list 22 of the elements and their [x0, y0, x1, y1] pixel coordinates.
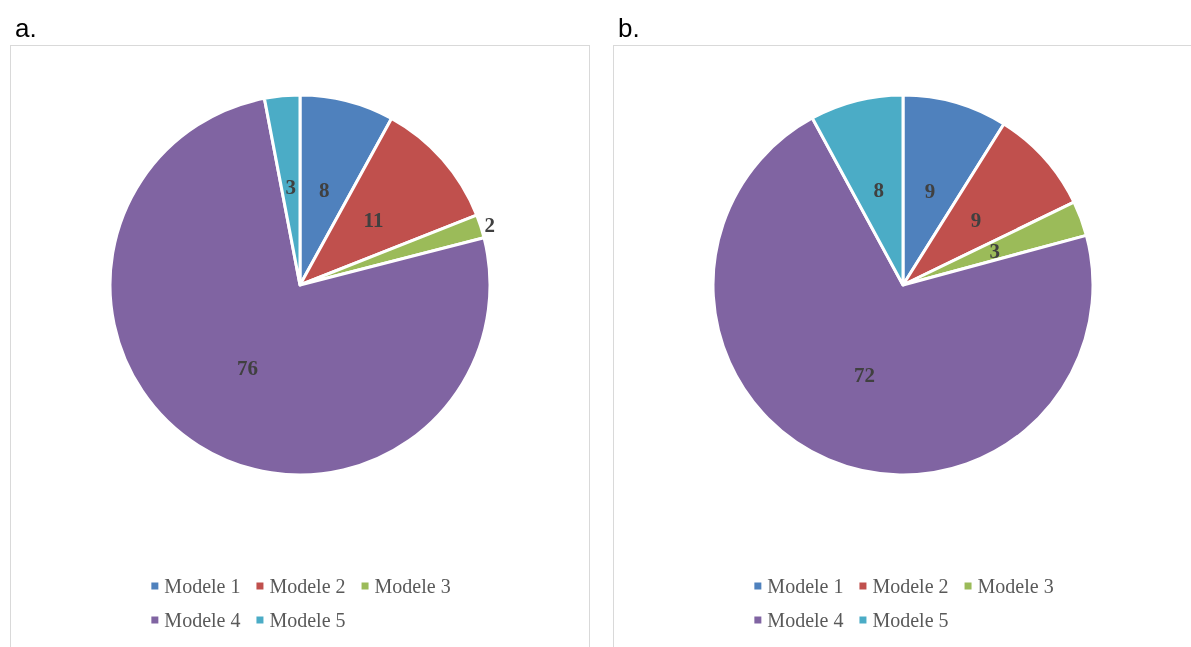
legend-label: Modele 3 — [374, 575, 451, 597]
legend-label: Modele 5 — [269, 609, 346, 631]
legend-label: Modele 2 — [269, 575, 346, 597]
data-label: 8 — [873, 178, 884, 203]
data-label: 8 — [319, 178, 330, 203]
legend-label: Modele 2 — [871, 575, 949, 597]
data-label: 11 — [363, 208, 384, 233]
legend-label: Modele 5 — [871, 609, 949, 631]
chart-title: b. — [617, 13, 640, 43]
data-label: 72 — [853, 363, 875, 388]
chart-title: a. — [15, 13, 37, 43]
legend-label: Modele 4 — [164, 609, 241, 631]
data-label: 3 — [285, 175, 297, 200]
data-label: 2 — [484, 213, 496, 238]
data-label: 76 — [236, 355, 258, 380]
data-label: 9 — [924, 178, 935, 203]
data-label: 3 — [989, 238, 1000, 263]
legend-label: Modele 1 — [164, 575, 241, 597]
legend-label: Modele 1 — [766, 575, 843, 597]
data-label: 9 — [970, 207, 981, 232]
legend-label: Modele 4 — [766, 609, 843, 631]
legend-label: Modele 3 — [977, 575, 1054, 597]
